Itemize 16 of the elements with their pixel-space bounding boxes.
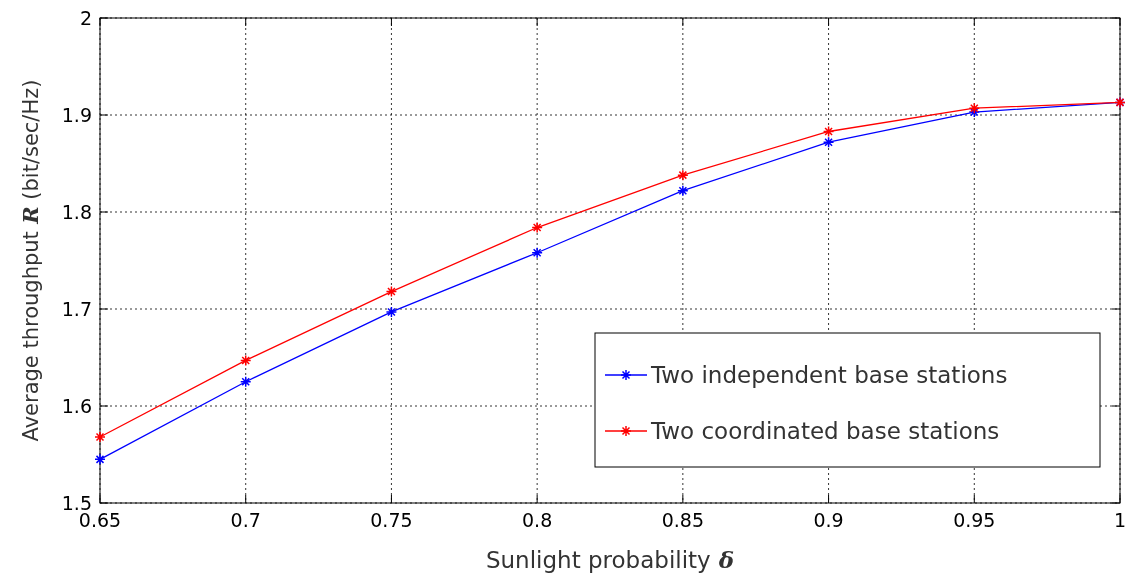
x-tick-label: 0.7 [230, 509, 261, 531]
x-tick-label: 0.75 [370, 509, 413, 531]
legend-label: Two independent base stations [650, 362, 1008, 389]
x-tick-label: 0.9 [813, 509, 844, 531]
x-tick-label: 0.8 [522, 509, 553, 531]
y-tick-label: 1.8 [61, 200, 92, 223]
x-tick-label: 1 [1113, 509, 1127, 531]
y-tick-label: 1.6 [61, 394, 92, 417]
y-tick-label: 2 [79, 6, 92, 29]
y-tick-label: 1.7 [61, 297, 92, 320]
y-axis-title: Average throughput R (bit/sec/Hz) [18, 79, 43, 442]
x-tick-label: 0.85 [661, 509, 705, 531]
x-axis-title: Sunlight probability δ [485, 546, 735, 573]
legend-label: Two coordinated base stations [650, 418, 1000, 445]
y-tick-label: 1.9 [61, 103, 92, 126]
x-tick-label: 0.95 [953, 509, 996, 531]
